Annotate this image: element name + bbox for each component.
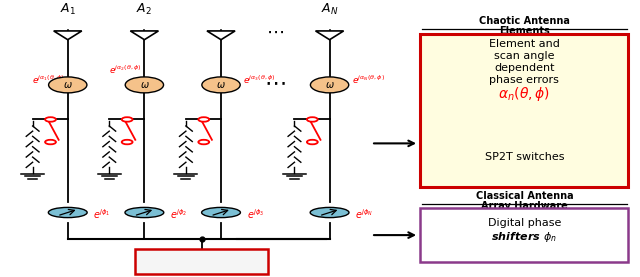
FancyBboxPatch shape — [420, 34, 628, 187]
Text: $e^{j\alpha_3(\theta,\phi)}$: $e^{j\alpha_3(\theta,\phi)}$ — [243, 73, 276, 86]
Polygon shape — [131, 31, 159, 40]
Text: phase errors: phase errors — [490, 75, 559, 84]
Text: dependent: dependent — [494, 63, 555, 73]
Text: Elements: Elements — [499, 26, 550, 36]
Text: scan angle: scan angle — [494, 51, 555, 61]
Text: $e^{j\phi_N}$: $e^{j\phi_N}$ — [355, 207, 373, 221]
Ellipse shape — [49, 207, 87, 218]
Text: $A_1$: $A_1$ — [60, 2, 76, 17]
Circle shape — [307, 117, 318, 122]
Text: Chaotic Antenna: Chaotic Antenna — [479, 16, 570, 26]
Circle shape — [45, 117, 56, 122]
Text: shifters $\phi_n$: shifters $\phi_n$ — [492, 230, 557, 244]
Polygon shape — [207, 31, 235, 40]
Text: $\omega$: $\omega$ — [324, 80, 335, 90]
Ellipse shape — [125, 207, 164, 218]
Polygon shape — [54, 31, 82, 40]
Circle shape — [122, 140, 132, 144]
Circle shape — [45, 140, 56, 144]
Text: $\alpha_n(\theta,\phi)$: $\alpha_n(\theta,\phi)$ — [499, 85, 550, 103]
FancyBboxPatch shape — [420, 208, 628, 263]
Text: Element and: Element and — [489, 39, 560, 49]
Ellipse shape — [202, 207, 241, 218]
Circle shape — [49, 77, 87, 93]
Text: $e^{j\alpha_1(\theta,\phi)}$: $e^{j\alpha_1(\theta,\phi)}$ — [32, 73, 65, 86]
Ellipse shape — [310, 207, 349, 218]
Text: $e^{j\alpha_N(\theta,\phi)}$: $e^{j\alpha_N(\theta,\phi)}$ — [352, 73, 385, 86]
Text: $\omega$: $\omega$ — [140, 80, 149, 90]
Circle shape — [198, 117, 209, 122]
Text: $e^{j\phi_2}$: $e^{j\phi_2}$ — [170, 207, 188, 221]
Text: $\omega$: $\omega$ — [63, 80, 72, 90]
Circle shape — [125, 77, 164, 93]
Circle shape — [202, 77, 240, 93]
Text: $A_2$: $A_2$ — [136, 2, 152, 17]
Text: $\omega$: $\omega$ — [216, 80, 226, 90]
Text: Classical Antenna: Classical Antenna — [476, 191, 573, 201]
Text: $e^{j\phi_3}$: $e^{j\phi_3}$ — [246, 207, 264, 221]
Circle shape — [310, 77, 349, 93]
Text: RF Chain & ADC/DAC: RF Chain & ADC/DAC — [141, 254, 262, 264]
Text: SP2T switches: SP2T switches — [484, 152, 564, 162]
Text: $\cdots$: $\cdots$ — [264, 72, 286, 92]
Text: $e^{j\phi_1}$: $e^{j\phi_1}$ — [93, 207, 111, 221]
Text: Digital phase: Digital phase — [488, 218, 561, 228]
Text: $A_N$: $A_N$ — [321, 2, 339, 17]
Polygon shape — [316, 31, 344, 40]
Circle shape — [307, 140, 318, 144]
Circle shape — [198, 140, 209, 144]
Circle shape — [122, 117, 132, 122]
Text: Array Hardware: Array Hardware — [481, 201, 568, 211]
Text: $\cdots$: $\cdots$ — [266, 23, 284, 41]
FancyBboxPatch shape — [136, 249, 268, 274]
Text: $e^{j\alpha_2(\theta,\phi)}$: $e^{j\alpha_2(\theta,\phi)}$ — [109, 64, 141, 76]
